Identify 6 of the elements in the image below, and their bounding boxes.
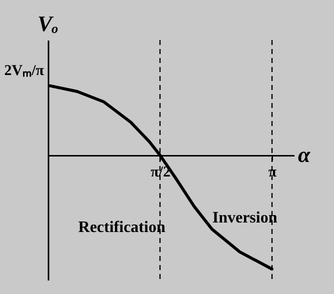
- annotation: Rectification: [78, 219, 166, 236]
- x-tick-label: π: [268, 164, 278, 181]
- x-axis-title: α: [298, 142, 311, 168]
- text: 2Vₘ/π: [4, 63, 45, 79]
- annotation: Inversion: [212, 210, 278, 227]
- y-axis-title: Vₒ: [37, 11, 59, 36]
